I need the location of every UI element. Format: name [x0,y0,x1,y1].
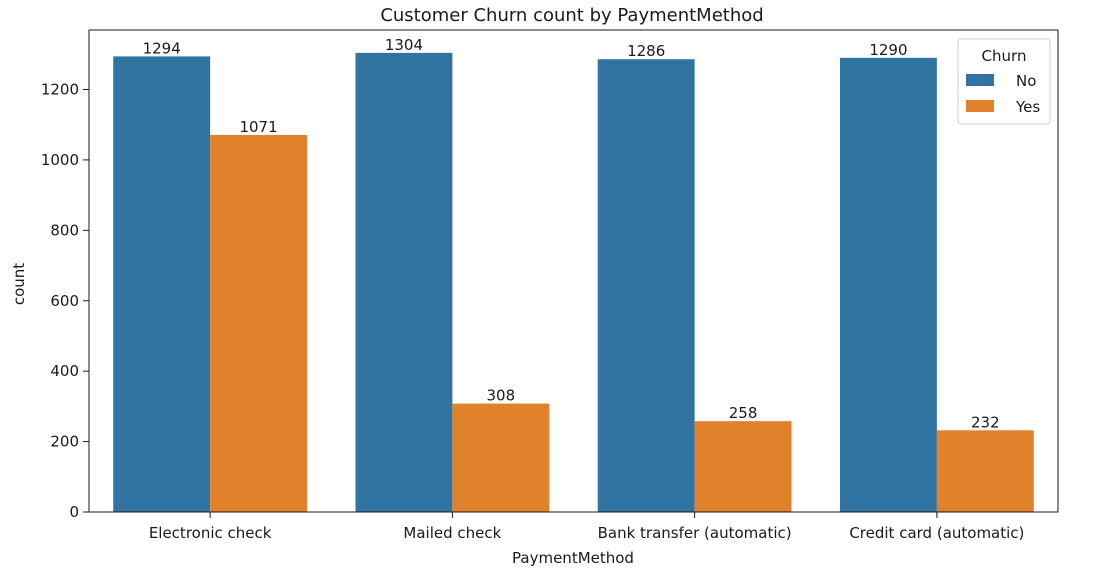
legend-swatch-yes [966,100,994,112]
y-tick-label: 600 [50,292,79,310]
bar-no-0 [113,56,211,513]
bar-yes-1 [452,403,550,512]
x-tick-label: Bank transfer (automatic) [598,524,792,542]
chart-title: Customer Churn count by PaymentMethod [380,5,763,26]
bar-yes-0 [210,134,308,512]
legend-swatch-no [966,74,994,86]
bar-value-label: 1286 [627,42,665,60]
x-tick-label: Electronic check [149,524,272,542]
bar-yes-2 [694,421,792,512]
y-tick-label: 1000 [41,151,79,169]
y-axis-title: count [10,263,28,305]
bar-no-2 [597,59,695,513]
y-tick-label: 0 [69,503,79,521]
bar-value-label: 1071 [239,118,277,136]
x-axis: Electronic check Mailed check Bank transfe… [149,512,1024,542]
bar-value-label: 232 [971,413,1000,431]
bar-value-label: 258 [729,404,758,422]
bar-value-label: 308 [487,387,516,405]
x-tick-label: Mailed check [403,524,501,542]
bar-value-label: 1294 [143,39,181,57]
plot-frame [88,29,1059,513]
y-axis: 0 200 400 600 800 1000 1200 [41,81,89,521]
legend-title: Churn [982,47,1027,65]
legend: Churn No Yes [957,38,1051,125]
bar-value-label: 1304 [385,36,423,54]
bar-no-3 [839,57,937,513]
y-tick-label: 200 [50,433,79,451]
legend-label-no: No [1016,72,1036,90]
bar-yes-3 [936,430,1034,512]
y-tick-label: 1200 [41,81,79,99]
x-tick-label: Credit card (automatic) [849,524,1024,542]
x-axis-title: PaymentMethod [512,549,634,567]
plot-area: 1294 1304 1286 1290 1071 308 258 232 [113,36,1034,513]
bar-value-label: 1290 [869,41,907,59]
bar-no-1 [355,52,453,513]
legend-label-yes: Yes [1015,98,1040,116]
y-tick-label: 400 [50,362,79,380]
y-tick-label: 800 [50,221,79,239]
